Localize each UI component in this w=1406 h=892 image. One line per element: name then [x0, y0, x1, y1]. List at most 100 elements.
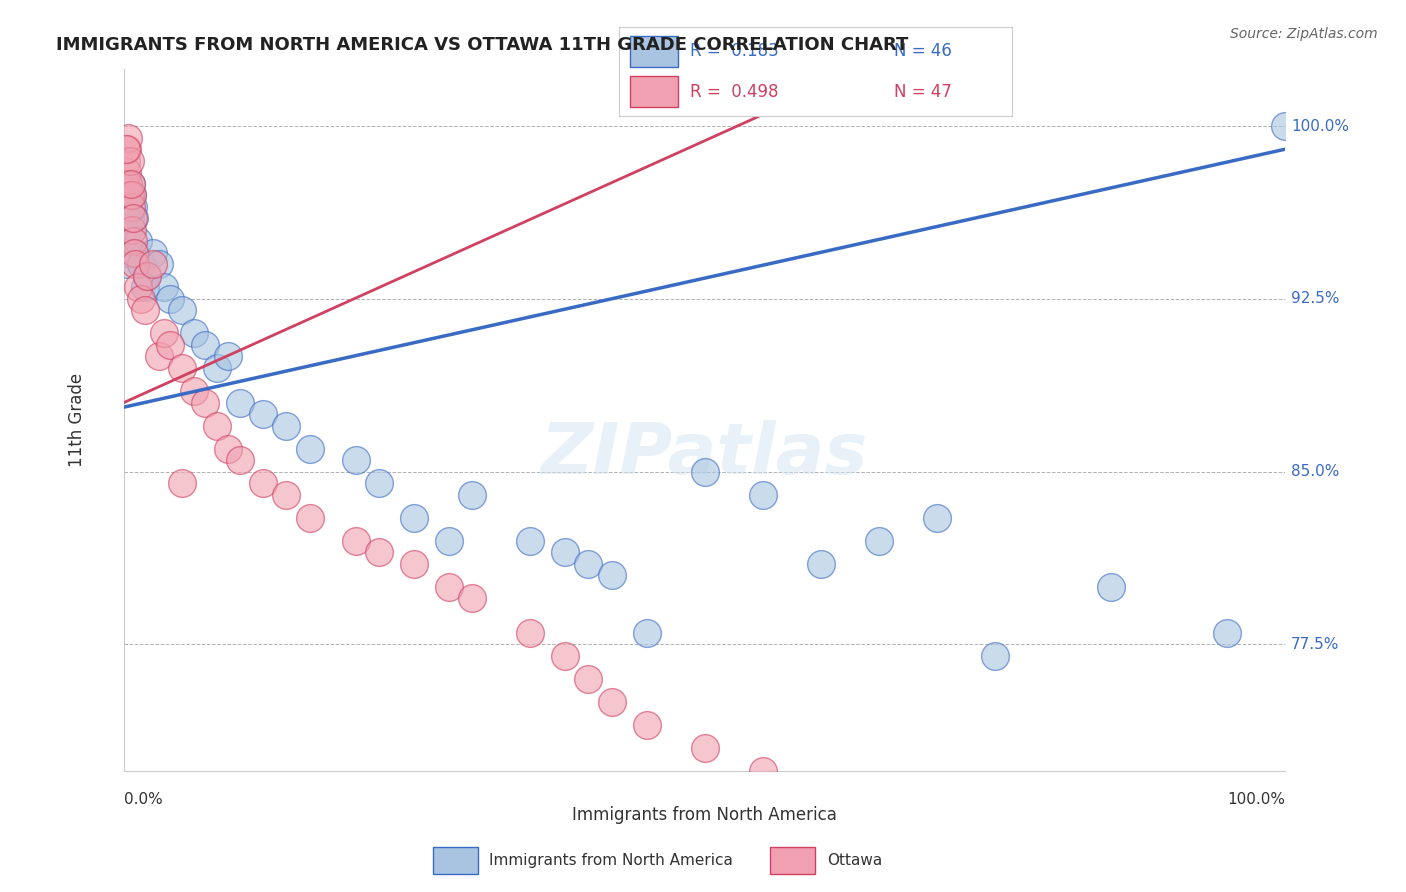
Point — [252, 476, 274, 491]
Point — [437, 580, 460, 594]
Point — [120, 177, 142, 191]
Point — [344, 533, 367, 548]
Point — [693, 465, 716, 479]
Point — [117, 165, 139, 179]
Point — [205, 418, 228, 433]
Point — [751, 488, 773, 502]
Point — [404, 510, 426, 524]
Point — [693, 741, 716, 756]
Point — [148, 257, 170, 271]
Point — [117, 257, 139, 271]
Point — [205, 361, 228, 376]
Point — [183, 384, 205, 398]
Point — [461, 488, 484, 502]
Point — [925, 510, 948, 524]
Text: R =  0.183: R = 0.183 — [689, 42, 779, 60]
Point — [122, 200, 145, 214]
Point — [115, 245, 138, 260]
Text: 11th Grade: 11th Grade — [69, 373, 86, 467]
Point — [368, 545, 391, 559]
Text: 100.0%: 100.0% — [1291, 119, 1350, 134]
Point — [122, 211, 145, 226]
Point — [194, 338, 217, 352]
Point — [121, 188, 143, 202]
Point — [437, 533, 460, 548]
Point — [1099, 580, 1122, 594]
Point — [153, 280, 176, 294]
Point — [121, 223, 143, 237]
Point — [519, 533, 541, 548]
Point — [868, 533, 890, 548]
Text: 100.0%: 100.0% — [1227, 792, 1285, 807]
Point — [117, 177, 139, 191]
Point — [136, 268, 159, 283]
Text: Source: ZipAtlas.com: Source: ZipAtlas.com — [1230, 27, 1378, 41]
Point — [404, 557, 426, 571]
Point — [115, 153, 138, 168]
Bar — [770, 847, 815, 874]
Point — [129, 257, 152, 271]
Text: N = 47: N = 47 — [894, 83, 952, 101]
Point — [252, 407, 274, 421]
Text: 0.0%: 0.0% — [124, 792, 163, 807]
Point — [142, 257, 165, 271]
Point — [124, 245, 146, 260]
Point — [118, 188, 141, 202]
Point — [129, 292, 152, 306]
Point — [124, 257, 146, 271]
Point — [117, 223, 139, 237]
Point — [600, 695, 623, 709]
Point — [159, 292, 181, 306]
Point — [118, 211, 141, 226]
Point — [153, 326, 176, 341]
Point — [229, 395, 252, 409]
Point — [344, 453, 367, 467]
Point — [217, 350, 239, 364]
Point — [124, 245, 146, 260]
Point — [578, 557, 600, 571]
Point — [751, 764, 773, 779]
Point — [298, 442, 321, 456]
Point — [117, 142, 139, 156]
Point — [810, 557, 832, 571]
Point — [122, 235, 145, 249]
Point — [461, 591, 484, 606]
Text: ZIPatlas: ZIPatlas — [541, 420, 869, 490]
Point — [115, 142, 138, 156]
Point — [114, 177, 136, 191]
Point — [170, 303, 193, 318]
Text: Ottawa: Ottawa — [827, 854, 882, 868]
Text: Immigrants from North America: Immigrants from North America — [572, 806, 837, 824]
Point — [194, 395, 217, 409]
Point — [519, 626, 541, 640]
Point — [114, 211, 136, 226]
Point — [276, 418, 298, 433]
Point — [636, 626, 658, 640]
Text: N = 46: N = 46 — [894, 42, 952, 60]
Point — [136, 268, 159, 283]
Point — [127, 280, 149, 294]
Point — [554, 545, 576, 559]
Text: 77.5%: 77.5% — [1291, 637, 1340, 652]
Text: R =  0.498: R = 0.498 — [689, 83, 778, 101]
Bar — [433, 847, 478, 874]
Point — [578, 672, 600, 686]
Point — [148, 350, 170, 364]
Text: 85.0%: 85.0% — [1291, 464, 1340, 479]
Point — [121, 188, 143, 202]
Point — [124, 211, 146, 226]
Text: Immigrants from North America: Immigrants from North America — [489, 854, 733, 868]
Point — [298, 510, 321, 524]
Text: 92.5%: 92.5% — [1291, 292, 1340, 306]
Point — [120, 200, 142, 214]
Point — [117, 130, 139, 145]
Point — [159, 338, 181, 352]
Point — [170, 476, 193, 491]
Point — [217, 442, 239, 456]
Point — [134, 280, 156, 294]
Text: IMMIGRANTS FROM NORTH AMERICA VS OTTAWA 11TH GRADE CORRELATION CHART: IMMIGRANTS FROM NORTH AMERICA VS OTTAWA … — [56, 36, 908, 54]
Bar — [630, 76, 678, 107]
Point — [368, 476, 391, 491]
Point — [229, 453, 252, 467]
Point — [120, 177, 142, 191]
